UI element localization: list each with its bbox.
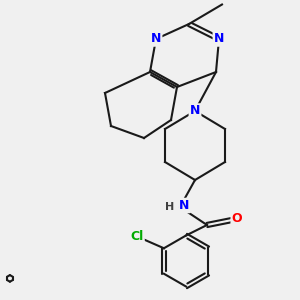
Text: Cl: Cl — [130, 230, 143, 243]
Text: N: N — [190, 104, 200, 118]
Text: N: N — [151, 32, 161, 46]
Text: N: N — [214, 32, 224, 46]
Text: O: O — [232, 212, 242, 226]
Text: N: N — [179, 199, 190, 212]
Text: H: H — [165, 202, 174, 212]
